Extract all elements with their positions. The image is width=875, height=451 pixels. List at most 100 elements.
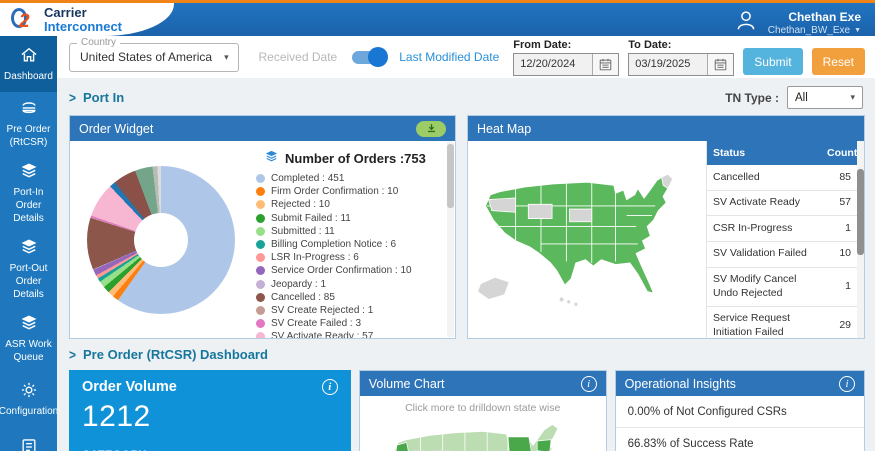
to-date-input[interactable]: 03/19/2025 [628,52,735,76]
table-row: Cancelled 85 [707,165,857,191]
count-column-header: Count [821,141,857,165]
info-icon[interactable] [321,379,338,395]
main-content: Country United States of America ▾ Recei… [57,36,875,451]
filter-bar: Country United States of America ▾ Recei… [57,36,875,78]
from-date-label: From Date: [513,38,572,51]
scrollbar-thumb[interactable] [857,169,864,255]
country-select[interactable]: Country United States of America ▾ [69,36,239,72]
orders-legend: Number of Orders :753 Completed : 451 Fir… [252,141,455,338]
legend-item[interactable]: Submit Failed : 11 [256,212,443,225]
table-row: CSR In-Progress 1 [707,215,857,242]
legend-dot-icon [256,332,265,338]
legend-item[interactable]: Completed : 451 [256,172,443,185]
brand-logo: 2 Carrier Interconnect [0,3,174,36]
port-in-section-toggle[interactable]: > Port In [69,89,125,106]
sidebar-item-label: ASR Work Queue [5,339,52,363]
table-scrollbar[interactable] [857,141,864,338]
order-widget-panel: Order Widget Number of Orders :753 Compl… [69,115,456,339]
scrollbar-thumb[interactable] [447,144,454,208]
legend-scrollbar[interactable] [447,142,454,337]
chevron-down-icon: ▾ [850,92,855,102]
chevron-right-icon: > [69,89,77,106]
submit-button[interactable]: Submit [743,48,803,75]
status-cell: SV Validation Failed [707,241,821,268]
legend-dot-icon [256,292,265,302]
reset-button[interactable]: Reset [811,48,865,75]
orders-donut-chart[interactable] [70,141,252,338]
legend-label: SV Create Rejected : 1 [271,304,374,316]
legend-item[interactable]: Firm Order Confirmation : 10 [256,185,443,198]
brand-logo-icon: 2 [10,6,37,33]
port-in-title: Port In [83,90,125,105]
info-icon[interactable] [580,375,597,392]
legend-item[interactable]: SV Activate Ready : 57 [256,330,443,338]
heat-map-panel: Heat Map Status Count Cancelled 85 SV Acti… [467,115,865,339]
user-avatar-icon [733,7,759,38]
user-name: Chethan Exe [788,9,861,24]
to-date-group: To Date: 03/19/2025 [628,38,735,76]
country-label: Country [77,36,121,48]
preorder-icon [19,98,39,118]
insight-row: 0.00% of Not Configured CSRs [615,396,864,428]
date-mode-toggle[interactable] [352,47,389,67]
tn-type-label: TN Type : [725,90,779,105]
sidebar-item-label: Port-In Order Details [13,187,44,224]
legend-item[interactable]: Cancelled : 85 [256,291,443,304]
to-date-label: To Date: [628,38,672,51]
sidebar-item-dashboard[interactable]: Dashboard [0,36,57,92]
tn-type-select[interactable]: All ▾ [787,86,863,109]
legend-item[interactable]: Billing Completion Notice : 6 [256,238,443,251]
donut-graphic [87,165,235,314]
sidebar-item-label: Configuration [0,405,57,417]
legend-label: SV Activate Ready : 57 [271,331,374,338]
sidebar-item-asr-work-queue[interactable]: ASR Work Queue [0,307,57,370]
order-widget-header: Order Widget [70,116,455,141]
legend-item[interactable]: Submitted : 11 [256,225,443,238]
calendar-icon[interactable] [592,53,619,75]
brand-name: Carrier Interconnect [44,6,122,33]
status-cell: SV Modify Cancel Undo Rejected [707,267,821,307]
date-filters: Received Date Last Modified Date From Da… [258,38,865,76]
chevron-right-icon: > [69,346,77,363]
volume-chart-header: Volume Chart [359,371,606,396]
legend-item[interactable]: Jeopardy : 1 [256,278,443,291]
download-button[interactable] [416,120,446,137]
us-volume-map[interactable] [360,416,606,451]
sidebar-item-pre-order-rtcsr[interactable]: Pre Order (RtCSR) [0,92,57,155]
status-table: Status Count Cancelled 85 SV Activate Read… [706,141,864,338]
sidebar-item-port-in-order-details[interactable]: Port-In Order Details [0,155,57,231]
orders-total-title: Number of Orders :753 [285,150,426,166]
legend-item[interactable]: Rejected : 10 [256,198,443,211]
sidebar-item-configuration[interactable]: Configuration [0,370,57,427]
received-date-label: Received Date [258,50,338,64]
sidebar-item-port-out-order-details[interactable]: Port-Out Order Details [0,231,57,307]
drilldown-hint: Click more to drilldown state wise [405,402,561,414]
legend-dot-icon [256,174,265,184]
info-icon[interactable] [839,375,855,392]
operational-insights-title: Operational Insights [624,376,736,391]
insight-rows: 0.00% of Not Configured CSRs 66.83% of Su… [615,396,864,451]
calendar-icon[interactable] [707,53,734,75]
layers-icon [19,161,39,181]
legend-item[interactable]: LSR In-Progress : 6 [256,251,443,264]
legend-item[interactable]: SV Create Rejected : 1 [256,304,443,317]
heat-map-body: Status Count Cancelled 85 SV Activate Read… [468,141,864,338]
layers-icon [19,313,39,333]
sidebar-item-reports[interactable]: Reports [0,427,57,451]
legend-item[interactable]: Service Order Confirmation : 10 [256,264,443,277]
count-cell: 1 [821,267,857,307]
legend-label: Submitted : 11 [271,225,335,237]
from-date-input[interactable]: 12/20/2024 [513,52,620,76]
heat-map-header: Heat Map [468,116,864,141]
legend-dot-icon [256,240,265,250]
pre-order-section-toggle[interactable]: > Pre Order (RtCSR) Dashboard [69,346,268,363]
user-menu[interactable]: Chethan Exe Chethan_BW_Exe ▼ [733,7,861,38]
us-heat-map[interactable] [468,141,706,338]
us-map-svg [393,423,559,451]
status-cell: Cancelled [707,165,821,191]
legend-dot-icon [256,213,265,223]
legend-label: Jeopardy : 1 [271,278,327,290]
chevron-down-icon: ▾ [224,51,229,62]
operational-insights-panel: Operational Insights 0.00% of Not Config… [614,370,865,451]
legend-item[interactable]: SV Create Failed : 3 [256,317,443,330]
